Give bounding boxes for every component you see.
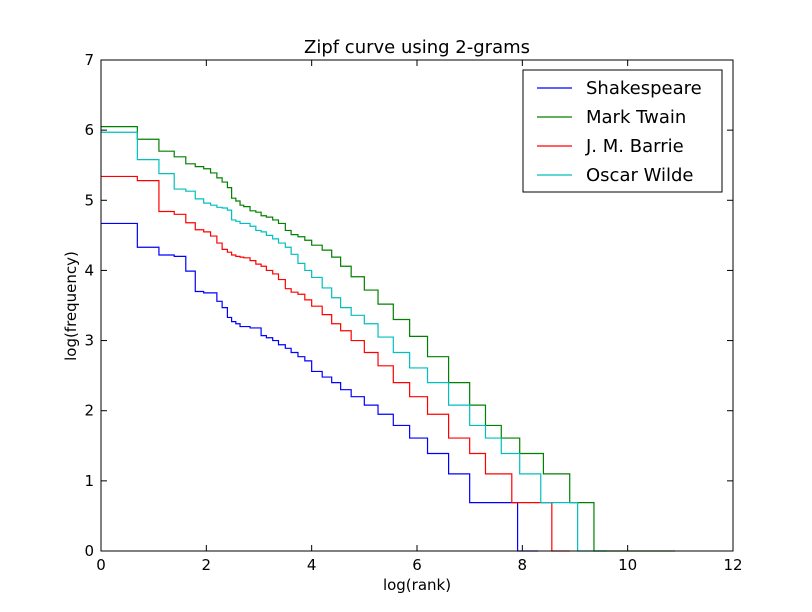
y-axis-label: log(frequency) bbox=[62, 251, 80, 361]
y-tick-label: 3 bbox=[84, 332, 94, 350]
y-tick-label: 4 bbox=[84, 261, 94, 279]
x-tick-labels: 0 2 4 6 8 10 12 bbox=[96, 556, 742, 574]
x-tick-label: 2 bbox=[202, 556, 212, 574]
x-tick-label: 10 bbox=[618, 556, 637, 574]
y-tick-label: 0 bbox=[84, 542, 94, 560]
y-tick-label: 5 bbox=[84, 191, 94, 209]
y-tick-label: 7 bbox=[84, 51, 94, 69]
legend-frame bbox=[522, 69, 723, 193]
ticks-layer bbox=[100, 59, 734, 552]
legend-label-mark-twain: Mark Twain bbox=[586, 107, 686, 128]
series-line-mark-twain bbox=[101, 126, 676, 552]
legend-items: Shakespeare Mark Twain J. M. Barrie Oscar W… bbox=[537, 78, 702, 186]
legend: Shakespeare Mark Twain J. M. Barrie Oscar W… bbox=[522, 69, 723, 193]
y-tick-label: 1 bbox=[84, 472, 94, 490]
series-line-j-m-barrie bbox=[101, 175, 570, 552]
x-tick-label: 12 bbox=[723, 556, 742, 574]
series-line-shakespeare bbox=[101, 222, 539, 552]
legend-label-oscar-wilde: Oscar Wilde bbox=[586, 165, 694, 186]
y-tick-label: 2 bbox=[84, 402, 94, 420]
series-line-oscar-wilde bbox=[101, 131, 607, 552]
x-axis-label: log(rank) bbox=[383, 576, 451, 594]
series-layer bbox=[101, 126, 676, 552]
x-tick-label: 6 bbox=[412, 556, 422, 574]
x-tick-label: 4 bbox=[307, 556, 317, 574]
chart-title: Zipf curve using 2-grams bbox=[304, 37, 530, 58]
y-tick-label: 6 bbox=[84, 121, 94, 139]
x-tick-label: 0 bbox=[96, 556, 106, 574]
y-tick-labels: 0 1 2 3 4 5 6 7 bbox=[84, 51, 94, 560]
legend-label-shakespeare: Shakespeare bbox=[586, 78, 702, 99]
x-tick-label: 8 bbox=[518, 556, 528, 574]
legend-label-j-m-barrie: J. M. Barrie bbox=[585, 136, 684, 157]
